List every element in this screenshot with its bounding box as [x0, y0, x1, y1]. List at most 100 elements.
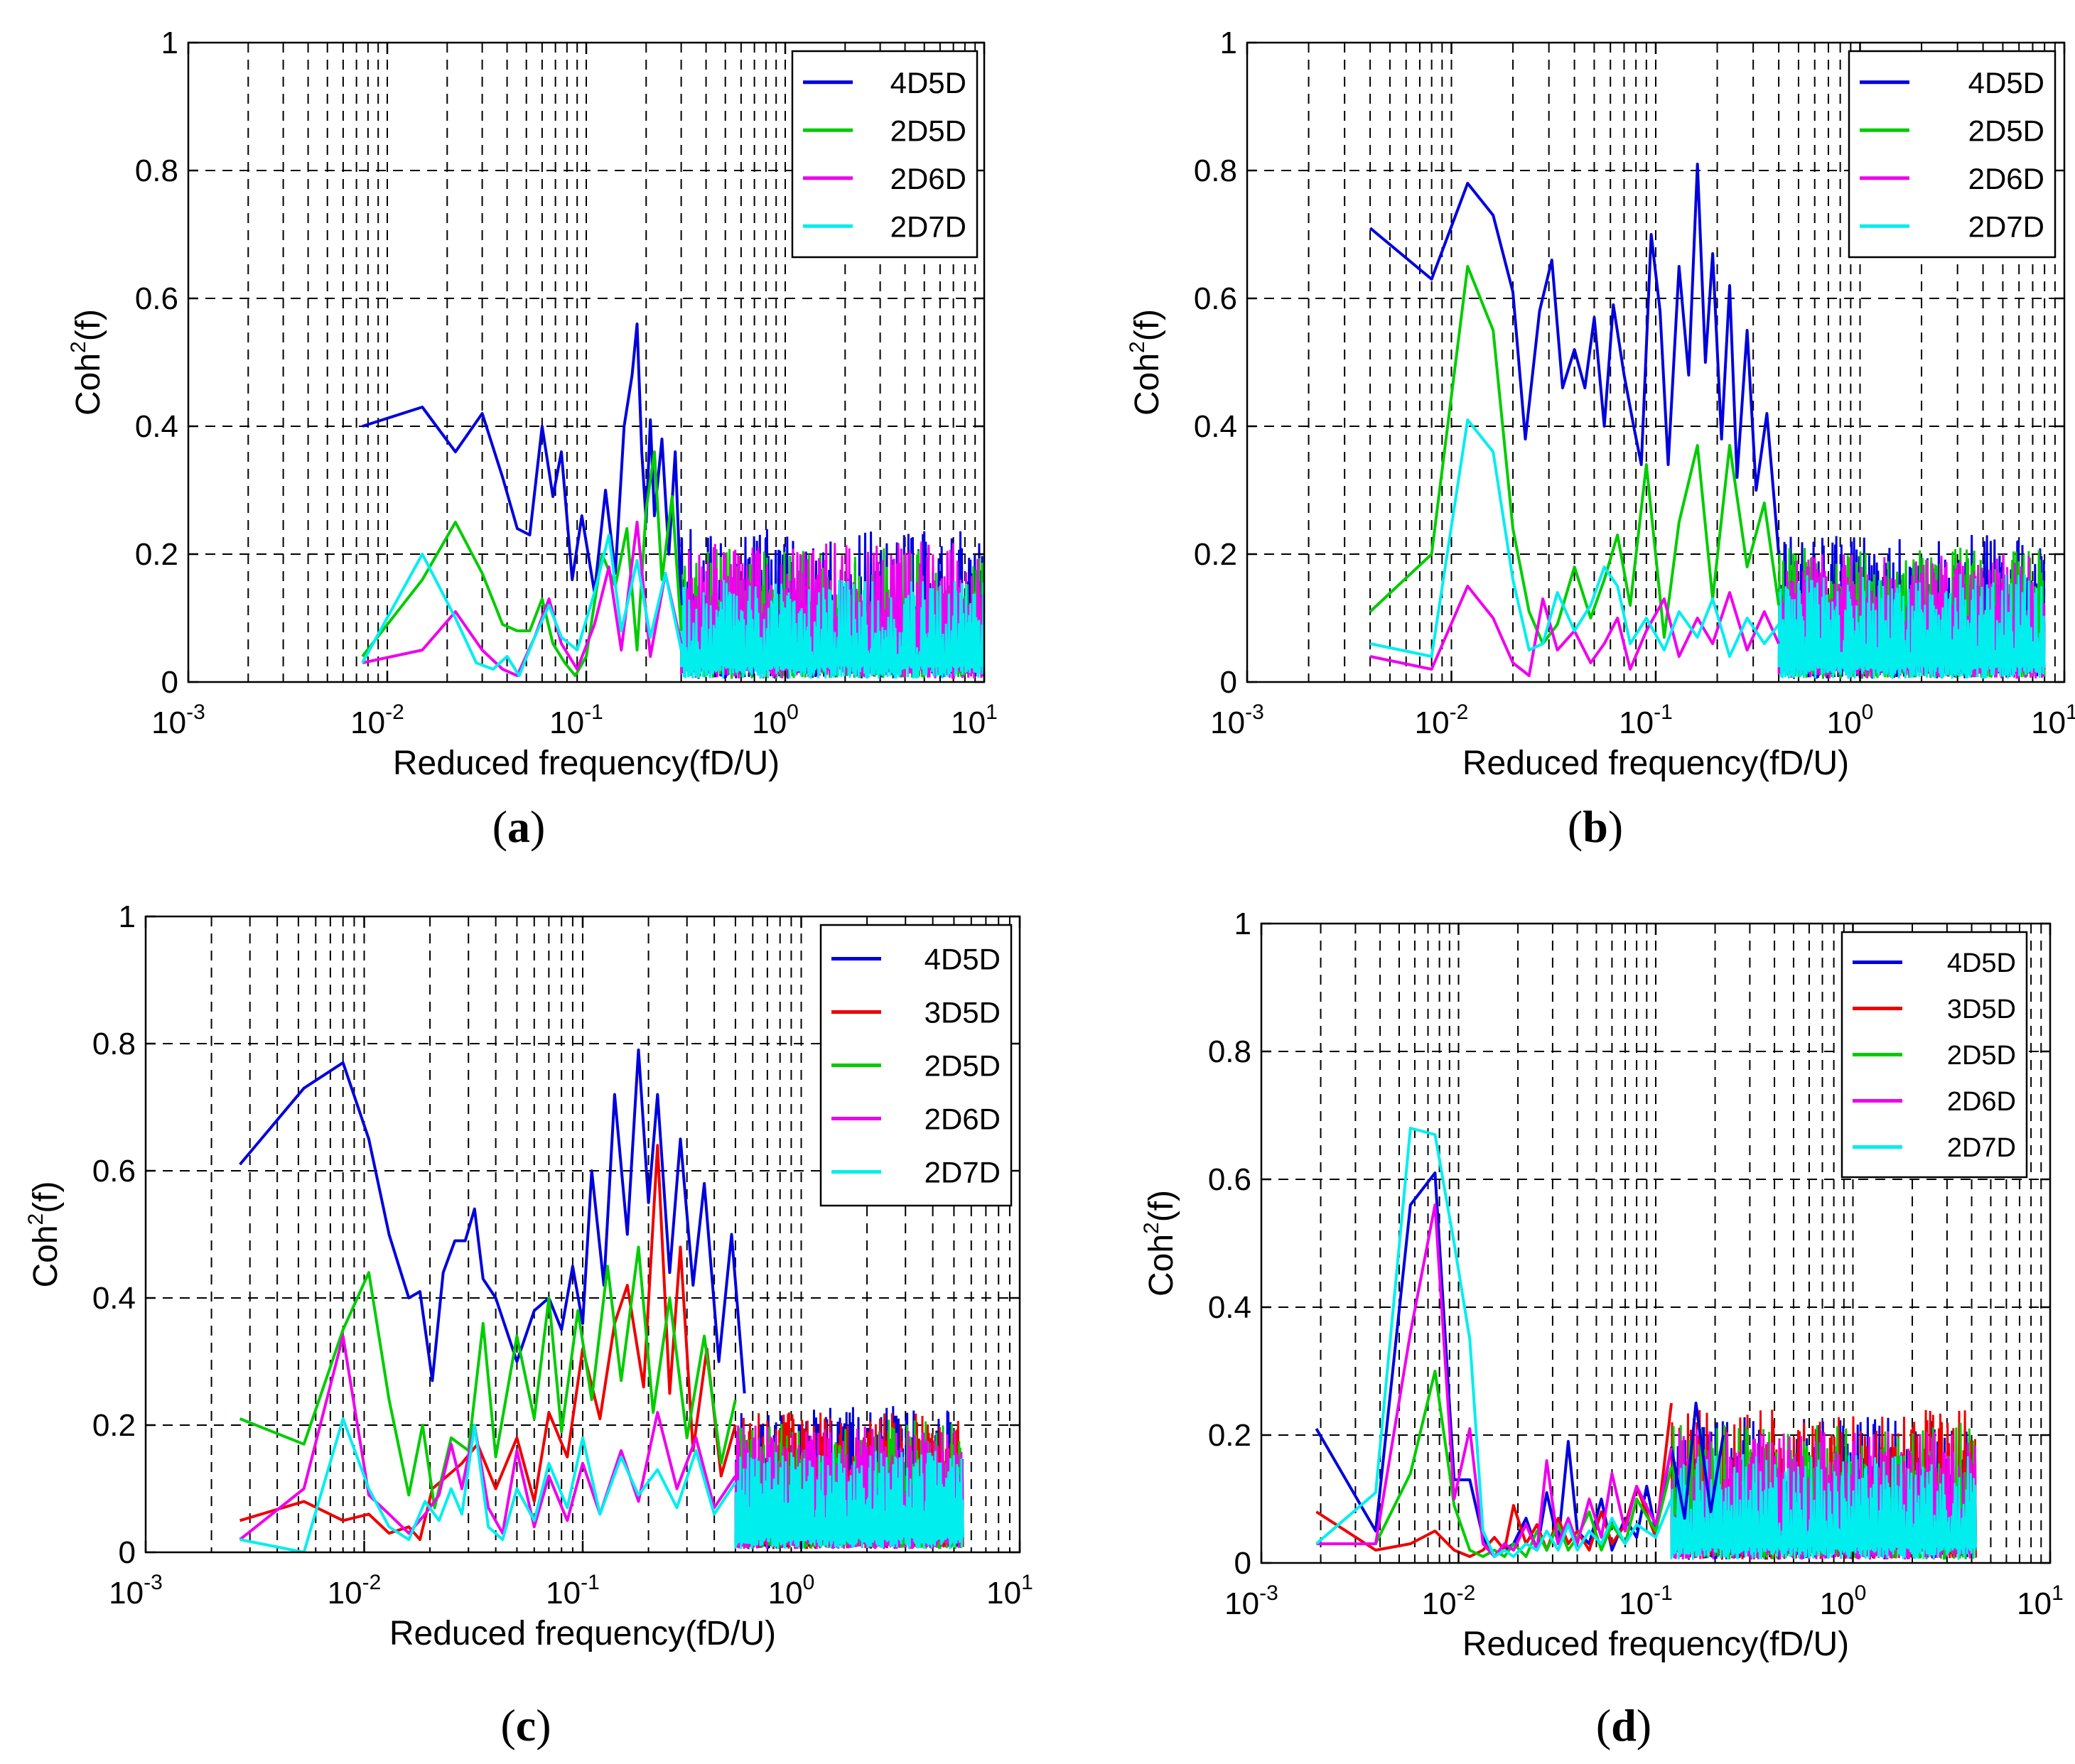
y-axis-label: Coh2(f) — [1126, 309, 1166, 416]
y-tick-label: 0.4 — [92, 1281, 136, 1316]
x-tick-label: 101 — [986, 1571, 1033, 1611]
legend-label-4D5D: 4D5D — [1968, 66, 2044, 99]
y-tick-label: 0.8 — [92, 1027, 136, 1061]
x-tick-label: 10-1 — [546, 1571, 600, 1611]
x-tick-label: 100 — [1820, 1581, 1867, 1621]
series-noise-2D7D — [1777, 573, 2046, 679]
plot-area — [361, 323, 984, 679]
legend: 4D5D 3D5D 2D5D 2D6D 2D7D — [819, 924, 1013, 1207]
chart-panel-a: 0 0.2 0.4 0.6 0.8 1 10-3 10-2 10-1 100 101 Reduced … — [67, 26, 998, 852]
legend-box — [791, 50, 979, 259]
legend-label-2D5D: 2D5D — [1968, 114, 2044, 147]
legend-label-2D5D: 2D5D — [890, 114, 966, 147]
series-line-2D6D — [1369, 585, 1780, 677]
x-tick-label: 10-1 — [549, 700, 603, 740]
series-line-2D5D — [239, 1245, 737, 1510]
y-tick-label: 0 — [161, 665, 178, 700]
legend-label-2D6D: 2D6D — [890, 162, 966, 195]
legend-label-2D6D: 2D6D — [1947, 1087, 2016, 1117]
legend-label-2D5D: 2D5D — [925, 1049, 1001, 1083]
y-axis-label: Coh2(f) — [67, 309, 107, 416]
series-line-4D5D — [239, 1048, 746, 1394]
y-axis-label: Coh2(f) — [1140, 1190, 1180, 1297]
x-tick-label: 10-1 — [1619, 1581, 1673, 1621]
series-line-4D5D — [362, 323, 683, 606]
panel-caption-d: (d) — [1596, 1700, 1651, 1751]
legend-label-4D5D: 4D5D — [890, 66, 966, 99]
y-tick-label: 0.2 — [135, 537, 178, 572]
y-tick-label: 1 — [119, 899, 136, 934]
legend-label-2D7D: 2D7D — [890, 210, 966, 243]
x-tick-label: 101 — [2031, 700, 2075, 740]
y-tick-label: 1 — [161, 26, 178, 60]
y-tick-label: 0.2 — [1208, 1418, 1251, 1453]
plot-area — [1369, 163, 2046, 679]
chart-panel-d: 0 0.2 0.4 0.6 0.8 1 10-3 10-2 10-1 100 101 Reduced … — [1140, 907, 2064, 1751]
y-tick-label: 0.6 — [92, 1154, 136, 1189]
series-line-2D7D — [361, 534, 683, 677]
legend: 4D5D 2D5D 2D6D 2D7D — [791, 50, 979, 259]
plot-area — [239, 1048, 964, 1552]
y-tick-label: 0.6 — [1194, 281, 1237, 316]
series-line-3D5D — [239, 1144, 737, 1542]
x-axis-label: Reduced frequency(fD/U) — [1462, 745, 1849, 782]
y-tick-label: 0.2 — [92, 1408, 136, 1443]
x-tick-label: 10-3 — [151, 700, 205, 740]
x-tick-label: 10-2 — [328, 1571, 382, 1611]
x-tick-label: 100 — [1827, 700, 1874, 740]
series-line-2D7D — [1369, 418, 1780, 658]
legend-box — [1848, 50, 2057, 259]
y-tick-label: 0.4 — [1208, 1290, 1251, 1325]
x-tick-label: 100 — [768, 1571, 815, 1611]
x-tick-label: 101 — [2017, 1581, 2064, 1621]
legend-label-3D5D: 3D5D — [925, 996, 1001, 1029]
chart-panel-c: 0 0.2 0.4 0.6 0.8 1 10-3 10-2 10-1 100 101 Reduced … — [24, 899, 1033, 1751]
x-axis-label: Reduced frequency(fD/U) — [393, 745, 780, 782]
x-tick-label: 10-2 — [350, 700, 404, 740]
series-noise-2D7D — [1670, 1454, 1977, 1560]
panel-caption-b: (b) — [1568, 801, 1623, 852]
legend-label-2D7D: 2D7D — [1947, 1133, 2016, 1163]
y-tick-label: 0.4 — [135, 409, 178, 444]
x-tick-label: 10-3 — [109, 1571, 163, 1611]
series-line-4D5D — [1369, 163, 1781, 555]
chart-panel-b: 0 0.2 0.4 0.6 0.8 1 10-3 10-2 10-1 100 101 Reduced … — [1126, 26, 2075, 852]
x-axis-label: Reduced frequency(fD/U) — [1462, 1625, 1849, 1663]
series-line-2D5D — [1316, 1370, 1673, 1558]
legend-label-2D6D: 2D6D — [925, 1103, 1001, 1136]
panel-caption-a: (a) — [492, 801, 546, 852]
legend-label-4D5D: 4D5D — [1947, 948, 2016, 978]
y-tick-label: 0.4 — [1194, 409, 1237, 444]
x-axis-label: Reduced frequency(fD/U) — [389, 1615, 776, 1652]
series-line-2D7D — [239, 1417, 737, 1552]
y-tick-label: 0.2 — [1194, 537, 1237, 572]
y-tick-label: 0.8 — [135, 153, 178, 188]
series-noise-2D7D — [680, 580, 984, 679]
y-tick-label: 0.6 — [135, 281, 178, 316]
legend-label-3D5D: 3D5D — [1947, 995, 2016, 1024]
y-tick-label: 0 — [119, 1535, 136, 1570]
y-tick-label: 1 — [1220, 26, 1237, 60]
x-tick-label: 100 — [752, 700, 799, 740]
panel-caption-c: (c) — [500, 1700, 551, 1751]
x-tick-label: 10-2 — [1415, 700, 1469, 740]
series-line-2D5D — [1369, 265, 1781, 645]
series-line-2D6D — [239, 1334, 737, 1541]
x-tick-label: 10-3 — [1224, 1581, 1278, 1621]
legend-label-2D7D: 2D7D — [1968, 210, 2044, 243]
plot-area — [1315, 1127, 1977, 1560]
x-tick-label: 10-1 — [1619, 700, 1673, 740]
legend: 4D5D 2D5D 2D6D 2D7D — [1848, 50, 2057, 259]
y-tick-label: 0.8 — [1194, 153, 1237, 188]
x-tick-label: 10-2 — [1422, 1581, 1476, 1621]
y-axis-label: Coh2(f) — [24, 1181, 65, 1287]
x-tick-label: 10-3 — [1210, 700, 1264, 740]
legend-label-4D5D: 4D5D — [925, 943, 1001, 976]
legend: 4D5D 3D5D 2D5D 2D6D 2D7D — [1840, 931, 2028, 1179]
series-noise-2D7D — [734, 1451, 964, 1549]
series-line-2D7D — [1315, 1127, 1673, 1558]
legend-label-2D7D: 2D7D — [925, 1156, 1001, 1189]
y-tick-label: 0.6 — [1208, 1162, 1251, 1197]
legend-label-2D5D: 2D5D — [1947, 1041, 2016, 1071]
